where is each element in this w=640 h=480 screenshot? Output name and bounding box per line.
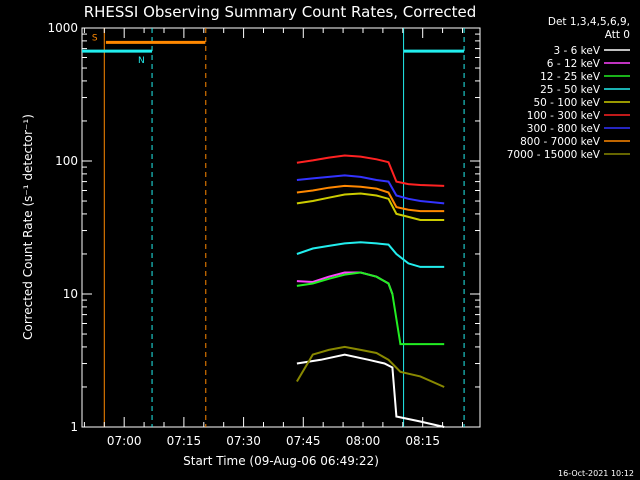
legend-header-line-1: Det 1,3,4,5,6,9,: [548, 16, 630, 28]
series-line-8: [296, 345, 445, 388]
legend-label: 12 - 25 keV: [540, 71, 601, 83]
y-axis-label: Corrected Count Rate (s⁻¹ detector⁻¹): [21, 114, 35, 340]
series-line-0: [296, 353, 445, 428]
footer-timestamp: 16-Oct-2021 10:12: [558, 469, 634, 478]
legend-label: 100 - 300 keV: [527, 110, 601, 122]
x-tick-label: 07:00: [107, 434, 142, 448]
x-axis: 07:00 07:15 07:30 07:45 08:00 08:15: [83, 28, 463, 448]
plot-frame: [81, 27, 481, 428]
y-axis: 1 10 100 1000: [47, 21, 480, 434]
y-tick-label: 1: [70, 420, 78, 434]
band-label-1: N: [138, 56, 145, 66]
x-tick-label: 07:30: [226, 434, 261, 448]
markers: [103, 28, 465, 427]
bands: SN: [82, 33, 465, 66]
plot-area: SN: [81, 27, 481, 428]
x-tick-label: 07:45: [286, 434, 321, 448]
legend-label: 50 - 100 keV: [533, 97, 600, 109]
legend-label: 6 - 12 keV: [547, 58, 601, 70]
chart-title: RHESSI Observing Summary Count Rates, Co…: [84, 3, 477, 21]
x-axis-label: Start Time (09-Aug-06 06:49:22): [183, 454, 379, 468]
legend-label: 25 - 50 keV: [540, 84, 601, 96]
legend-label: 7000 - 15000 keV: [507, 149, 601, 161]
x-tick-label: 08:00: [346, 434, 381, 448]
series-line-4: [296, 192, 445, 221]
series-line-5: [296, 154, 445, 187]
legend-label: 300 - 800 keV: [527, 123, 601, 135]
legend-header: Det 1,3,4,5,6,9, Att 0: [548, 16, 630, 41]
series-line-6: [296, 174, 445, 205]
y-tick-label: 100: [55, 154, 78, 168]
legend-label: 800 - 7000 keV: [520, 136, 601, 148]
y-tick-label: 1000: [47, 21, 78, 35]
x-tick-label: 07:15: [167, 434, 202, 448]
legend-header-line-2: Att 0: [605, 29, 630, 41]
series-line-2: [296, 271, 445, 346]
series-line-3: [296, 241, 445, 268]
series-lines: [296, 154, 445, 428]
x-tick-label: 08:15: [405, 434, 440, 448]
legend-label: 3 - 6 keV: [553, 45, 600, 57]
y-tick-label: 10: [63, 287, 78, 301]
band-label-0: S: [92, 33, 98, 43]
series-line-7: [296, 184, 445, 213]
